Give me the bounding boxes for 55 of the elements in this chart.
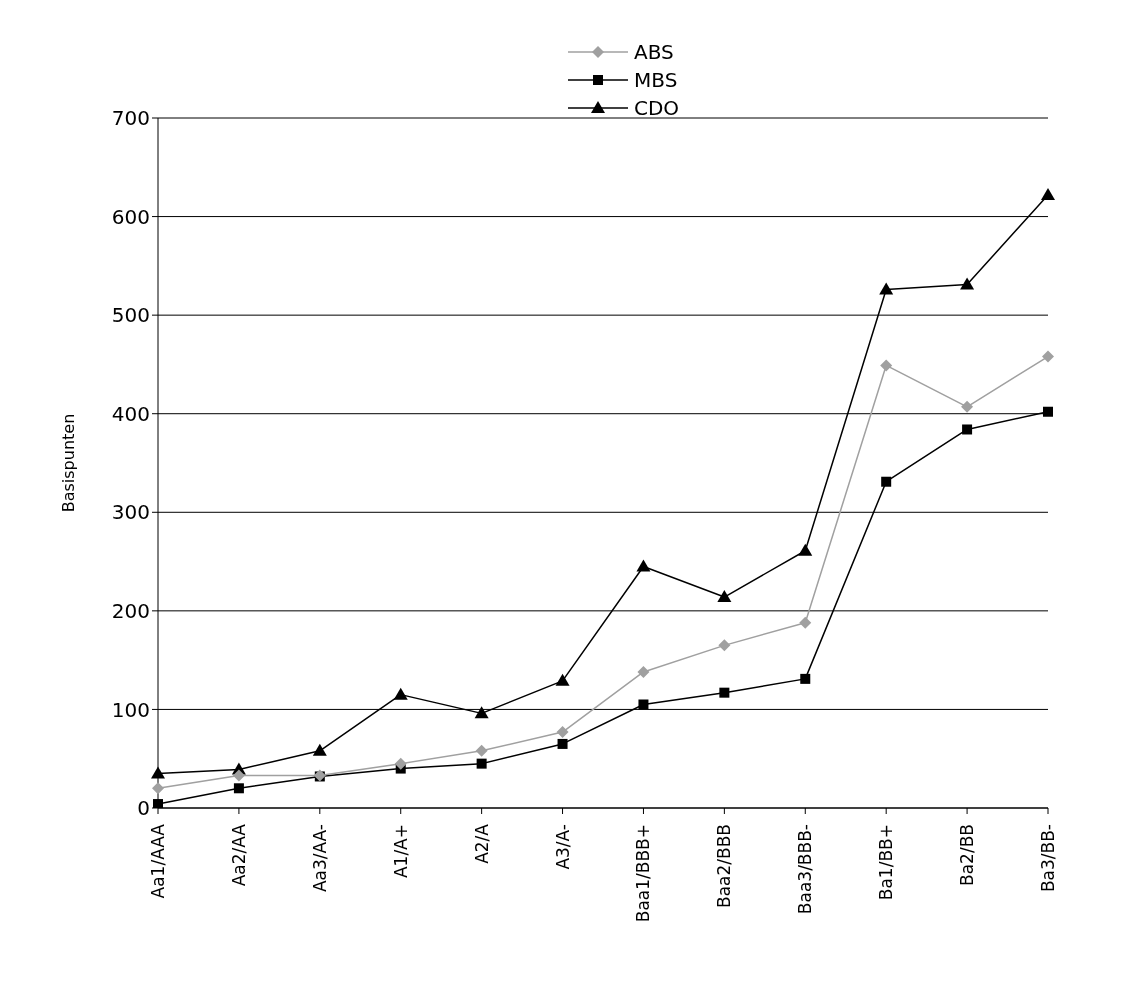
x-tick-label: A2/A <box>471 823 492 864</box>
point <box>474 706 489 719</box>
x-tick-label: Aa1/AAA <box>148 823 168 899</box>
x-tick-label: Baa3/BBB- <box>795 824 816 915</box>
point <box>393 687 408 700</box>
point <box>879 282 894 295</box>
point <box>1042 350 1054 363</box>
y-axis-title: Basispunten <box>58 413 78 513</box>
legend-label: ABS <box>634 40 674 64</box>
point <box>800 673 811 684</box>
point <box>960 277 975 290</box>
point <box>555 673 570 686</box>
point <box>557 738 568 749</box>
point <box>638 699 649 710</box>
point <box>556 726 569 739</box>
y-tick-label: 400 <box>111 401 150 426</box>
point <box>880 359 893 372</box>
x-tick-label: A1/A+ <box>390 824 411 879</box>
point <box>233 783 244 794</box>
x-tick-label: Baa1/BBB+ <box>633 824 654 923</box>
x-tick-label: A3/A- <box>552 824 573 870</box>
point <box>1043 406 1053 417</box>
point <box>636 559 651 572</box>
point <box>1041 187 1055 200</box>
x-tick-label: Ba3/BB- <box>1038 824 1058 893</box>
point <box>152 782 164 795</box>
x-tick-label: Baa2/BBB <box>714 824 735 909</box>
point <box>476 758 487 769</box>
point <box>962 424 973 435</box>
point <box>719 687 730 698</box>
y-tick-label: 200 <box>111 598 150 623</box>
point <box>799 616 812 629</box>
y-tick-label: 100 <box>111 697 150 722</box>
point <box>717 590 732 603</box>
x-tick-label: Aa2/AA <box>228 823 249 887</box>
x-tick-label: Ba1/BB+ <box>876 824 897 901</box>
point <box>232 769 245 782</box>
y-tick-label: 500 <box>111 303 150 328</box>
point <box>718 639 731 652</box>
y-tick-label: 600 <box>111 204 150 229</box>
legend-label: MBS <box>634 68 678 92</box>
point <box>961 400 974 413</box>
point <box>798 543 813 556</box>
y-tick-label: 0 <box>137 796 150 821</box>
point <box>312 743 327 756</box>
point <box>637 665 650 678</box>
point <box>475 744 488 757</box>
point <box>151 766 165 779</box>
legend-label: CDO <box>634 96 680 120</box>
point <box>881 476 892 487</box>
y-tick-label: 700 <box>111 106 150 131</box>
x-tick-label: Ba2/BB <box>957 824 978 886</box>
y-tick-label: 300 <box>111 500 150 525</box>
point <box>394 757 407 770</box>
x-tick-label: Aa3/AA- <box>309 824 330 893</box>
